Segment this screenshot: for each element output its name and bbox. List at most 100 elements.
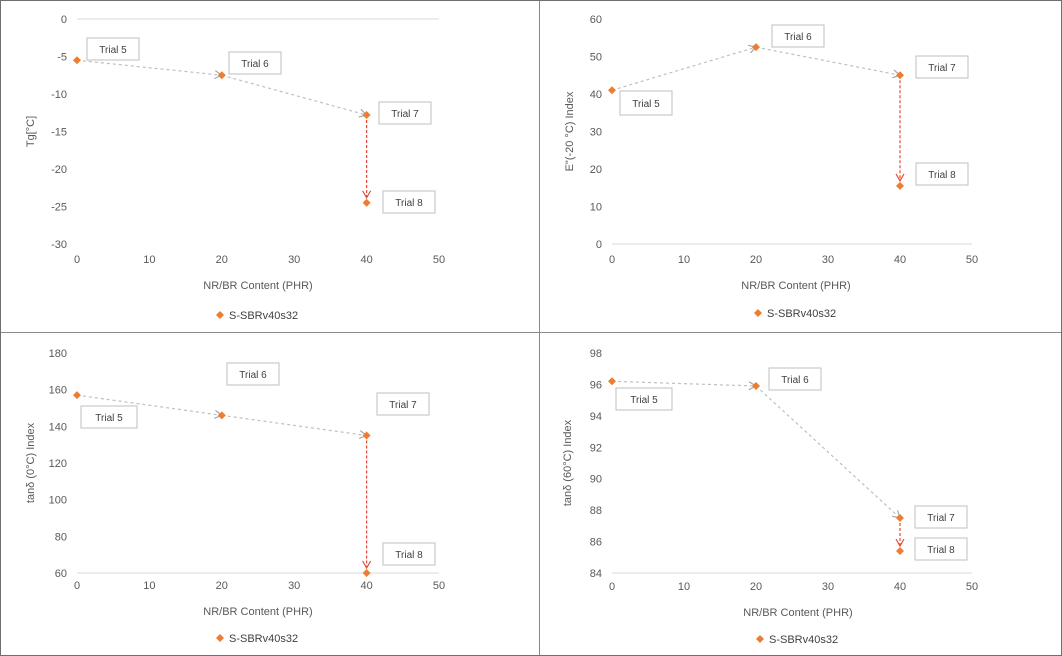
legend-marker <box>216 311 224 319</box>
data-point <box>73 391 81 400</box>
data-label-box <box>228 51 282 75</box>
legend-label: S-SBRv40s32 <box>229 633 298 645</box>
x-tick-label: 20 <box>750 581 762 593</box>
x-tick-label: 40 <box>894 254 906 266</box>
data-label: Trial 8 <box>395 198 423 209</box>
data-label: Trial 6 <box>784 32 812 43</box>
x-tick-label: 30 <box>288 254 300 266</box>
x-axis-label: NR/BR Content (PHR) <box>203 606 312 618</box>
data-point <box>73 56 81 65</box>
data-label-box <box>226 362 280 386</box>
data-label-box <box>914 505 968 529</box>
data-label-box <box>80 405 138 429</box>
data-point <box>217 71 226 80</box>
data-label: Trial 7 <box>927 513 955 524</box>
panel-divider-vertical <box>539 1 540 655</box>
x-axis-label: NR/BR Content (PHR) <box>741 280 850 292</box>
trend-arrow <box>76 394 223 419</box>
data-point <box>362 431 371 440</box>
data-label-box <box>615 387 673 411</box>
x-tick-label: 50 <box>433 254 445 266</box>
chart-panel-e-double-prime: 0 10 20 30 40 50 60 0 10 20 30 40 50 E"(-20 °C) Index… <box>564 14 978 320</box>
data-point <box>896 514 904 522</box>
x-tick-label: 20 <box>750 254 762 266</box>
y-tick-label: -30 <box>51 239 67 251</box>
y-tick-label: 0 <box>596 239 602 251</box>
y-tick-label: -20 <box>51 164 67 176</box>
x-tick-label: 50 <box>966 254 978 266</box>
data-label: Trial 8 <box>395 550 423 561</box>
x-tick-label: 0 <box>74 254 80 266</box>
y-tick-label: 84 <box>590 568 602 580</box>
data-label: Trial 5 <box>630 395 658 406</box>
x-tick-label: 30 <box>822 581 834 593</box>
x-tick-label: 40 <box>360 254 372 266</box>
y-tick-label: 88 <box>590 505 602 517</box>
legend-label: S-SBRv40s32 <box>229 310 298 322</box>
y-tick-label: 100 <box>49 495 67 507</box>
y-tick-label: 30 <box>590 127 602 139</box>
data-point <box>752 43 760 52</box>
y-tick-label: 120 <box>49 458 67 470</box>
data-point <box>896 181 904 190</box>
x-tick-label: 10 <box>678 581 690 593</box>
y-tick-label: 94 <box>590 411 602 423</box>
x-tick-label: 20 <box>216 254 228 266</box>
x-tick-label: 50 <box>433 580 445 592</box>
y-tick-label: 140 <box>49 421 67 433</box>
data-label-box <box>619 90 673 116</box>
y-tick-label: 50 <box>590 52 602 64</box>
y-tick-label: 180 <box>49 348 67 360</box>
trend-arrow <box>755 46 902 79</box>
data-label-box <box>382 190 436 214</box>
data-label-box <box>915 55 969 79</box>
y-axis-label: tanδ (0°C) Index <box>25 422 37 503</box>
x-tick-label: 10 <box>143 580 155 592</box>
y-axis-label: Tg[°C] <box>25 116 37 147</box>
data-label-box <box>86 37 140 61</box>
y-axis-label: E"(-20 °C) Index <box>564 91 576 171</box>
data-point <box>608 377 616 386</box>
x-tick-label: 40 <box>360 580 372 592</box>
y-tick-label: 92 <box>590 442 602 454</box>
y-tick-label: 96 <box>590 379 602 391</box>
y-axis-label: tanδ (60°C) Index <box>562 419 574 506</box>
x-tick-label: 30 <box>822 254 834 266</box>
data-point <box>362 111 371 119</box>
data-label-box <box>378 101 432 125</box>
y-tick-label: 60 <box>590 14 602 26</box>
y-tick-label: 160 <box>49 385 67 397</box>
legend-label: S-SBRv40s32 <box>769 634 838 646</box>
x-tick-label: 10 <box>143 254 155 266</box>
x-tick-label: 10 <box>678 254 690 266</box>
panel-divider-horizontal <box>1 332 1061 333</box>
x-tick-label: 20 <box>216 580 228 592</box>
data-label-box <box>771 24 825 48</box>
trend-arrow <box>611 44 758 91</box>
trend-arrow <box>755 385 901 519</box>
x-tick-label: 50 <box>966 581 978 593</box>
data-point <box>752 382 760 390</box>
trend-arrow <box>76 59 224 80</box>
y-tick-label: -25 <box>51 202 67 214</box>
legend-marker <box>754 309 762 317</box>
x-tick-label: 0 <box>609 581 615 593</box>
data-label: Trial 7 <box>928 63 956 74</box>
data-label: Trial 6 <box>781 375 809 386</box>
x-tick-label: 40 <box>894 581 906 593</box>
data-point <box>608 86 616 95</box>
data-label-box <box>915 162 969 186</box>
y-tick-label: 20 <box>590 164 602 176</box>
data-label: Trial 5 <box>95 413 123 424</box>
data-point <box>896 71 904 80</box>
data-label-box <box>376 392 430 416</box>
data-label: Trial 5 <box>99 45 127 56</box>
trend-arrow <box>221 74 368 118</box>
data-label: Trial 8 <box>927 545 955 556</box>
y-tick-label: 40 <box>590 89 602 101</box>
legend-marker <box>756 635 764 643</box>
data-label: Trial 8 <box>928 170 956 181</box>
x-tick-label: 0 <box>609 254 615 266</box>
data-label: Trial 7 <box>391 109 419 120</box>
